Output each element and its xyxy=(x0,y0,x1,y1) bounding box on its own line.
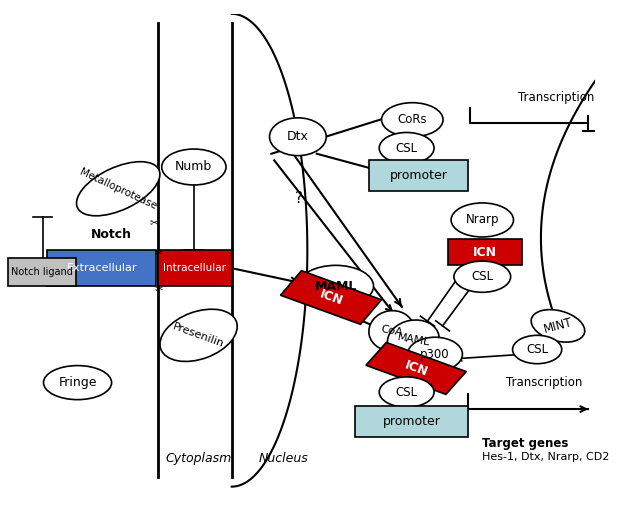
Text: ✂: ✂ xyxy=(150,217,159,227)
Polygon shape xyxy=(366,342,466,394)
Ellipse shape xyxy=(369,311,414,351)
Ellipse shape xyxy=(408,337,462,371)
Text: ICN: ICN xyxy=(318,288,345,308)
Text: Target genes: Target genes xyxy=(482,437,569,451)
Text: promoter: promoter xyxy=(382,415,440,428)
Text: ?: ? xyxy=(295,190,303,206)
Text: Extracellular: Extracellular xyxy=(67,263,137,273)
Ellipse shape xyxy=(451,203,513,237)
Text: Nrarp: Nrarp xyxy=(465,213,499,227)
Bar xyxy=(8,258,75,286)
Text: CoRs: CoRs xyxy=(398,113,427,126)
Ellipse shape xyxy=(77,162,160,216)
Ellipse shape xyxy=(379,133,434,164)
Ellipse shape xyxy=(382,103,443,137)
Text: Notch ligand: Notch ligand xyxy=(11,267,72,277)
Text: Transcription: Transcription xyxy=(506,376,582,389)
Ellipse shape xyxy=(387,320,439,360)
Bar xyxy=(355,406,468,436)
Text: Intracellular: Intracellular xyxy=(164,263,226,273)
Text: ICN: ICN xyxy=(403,358,430,378)
Text: Numb: Numb xyxy=(175,161,213,174)
Text: Dtx: Dtx xyxy=(287,130,309,143)
Text: CSL: CSL xyxy=(396,142,418,154)
Ellipse shape xyxy=(162,149,226,185)
Ellipse shape xyxy=(454,261,511,292)
Ellipse shape xyxy=(513,335,562,364)
Text: Notch: Notch xyxy=(91,228,132,241)
Text: CSL: CSL xyxy=(471,270,493,283)
Bar xyxy=(158,250,231,286)
Ellipse shape xyxy=(531,309,585,342)
Bar xyxy=(369,161,468,190)
Text: Fringe: Fringe xyxy=(58,376,97,389)
Text: Hes-1, Dtx, Nrarp, CD2: Hes-1, Dtx, Nrarp, CD2 xyxy=(482,452,610,462)
Text: Transcription: Transcription xyxy=(518,90,594,104)
Text: MAML: MAML xyxy=(396,332,430,348)
Ellipse shape xyxy=(160,309,237,362)
Ellipse shape xyxy=(269,118,326,155)
Polygon shape xyxy=(281,271,381,324)
Ellipse shape xyxy=(298,265,374,307)
Text: Cytoplasm: Cytoplasm xyxy=(165,452,231,465)
Text: ✂: ✂ xyxy=(155,247,163,257)
Text: p300: p300 xyxy=(420,348,450,361)
Text: Metalloprotease: Metalloprotease xyxy=(78,167,159,211)
Bar xyxy=(448,239,522,265)
Ellipse shape xyxy=(379,377,434,407)
Text: CSL: CSL xyxy=(396,386,418,399)
Text: promoter: promoter xyxy=(389,169,447,182)
Bar xyxy=(47,250,156,286)
Ellipse shape xyxy=(43,366,111,400)
Text: CSL: CSL xyxy=(526,343,548,356)
Text: ICN: ICN xyxy=(473,245,497,259)
Text: MAML: MAML xyxy=(314,279,357,293)
Text: Presenilin: Presenilin xyxy=(172,322,226,350)
Text: MINT: MINT xyxy=(542,316,574,336)
Text: ✂: ✂ xyxy=(155,283,164,293)
Text: Nucleus: Nucleus xyxy=(259,452,309,465)
Text: CoA: CoA xyxy=(380,324,403,337)
